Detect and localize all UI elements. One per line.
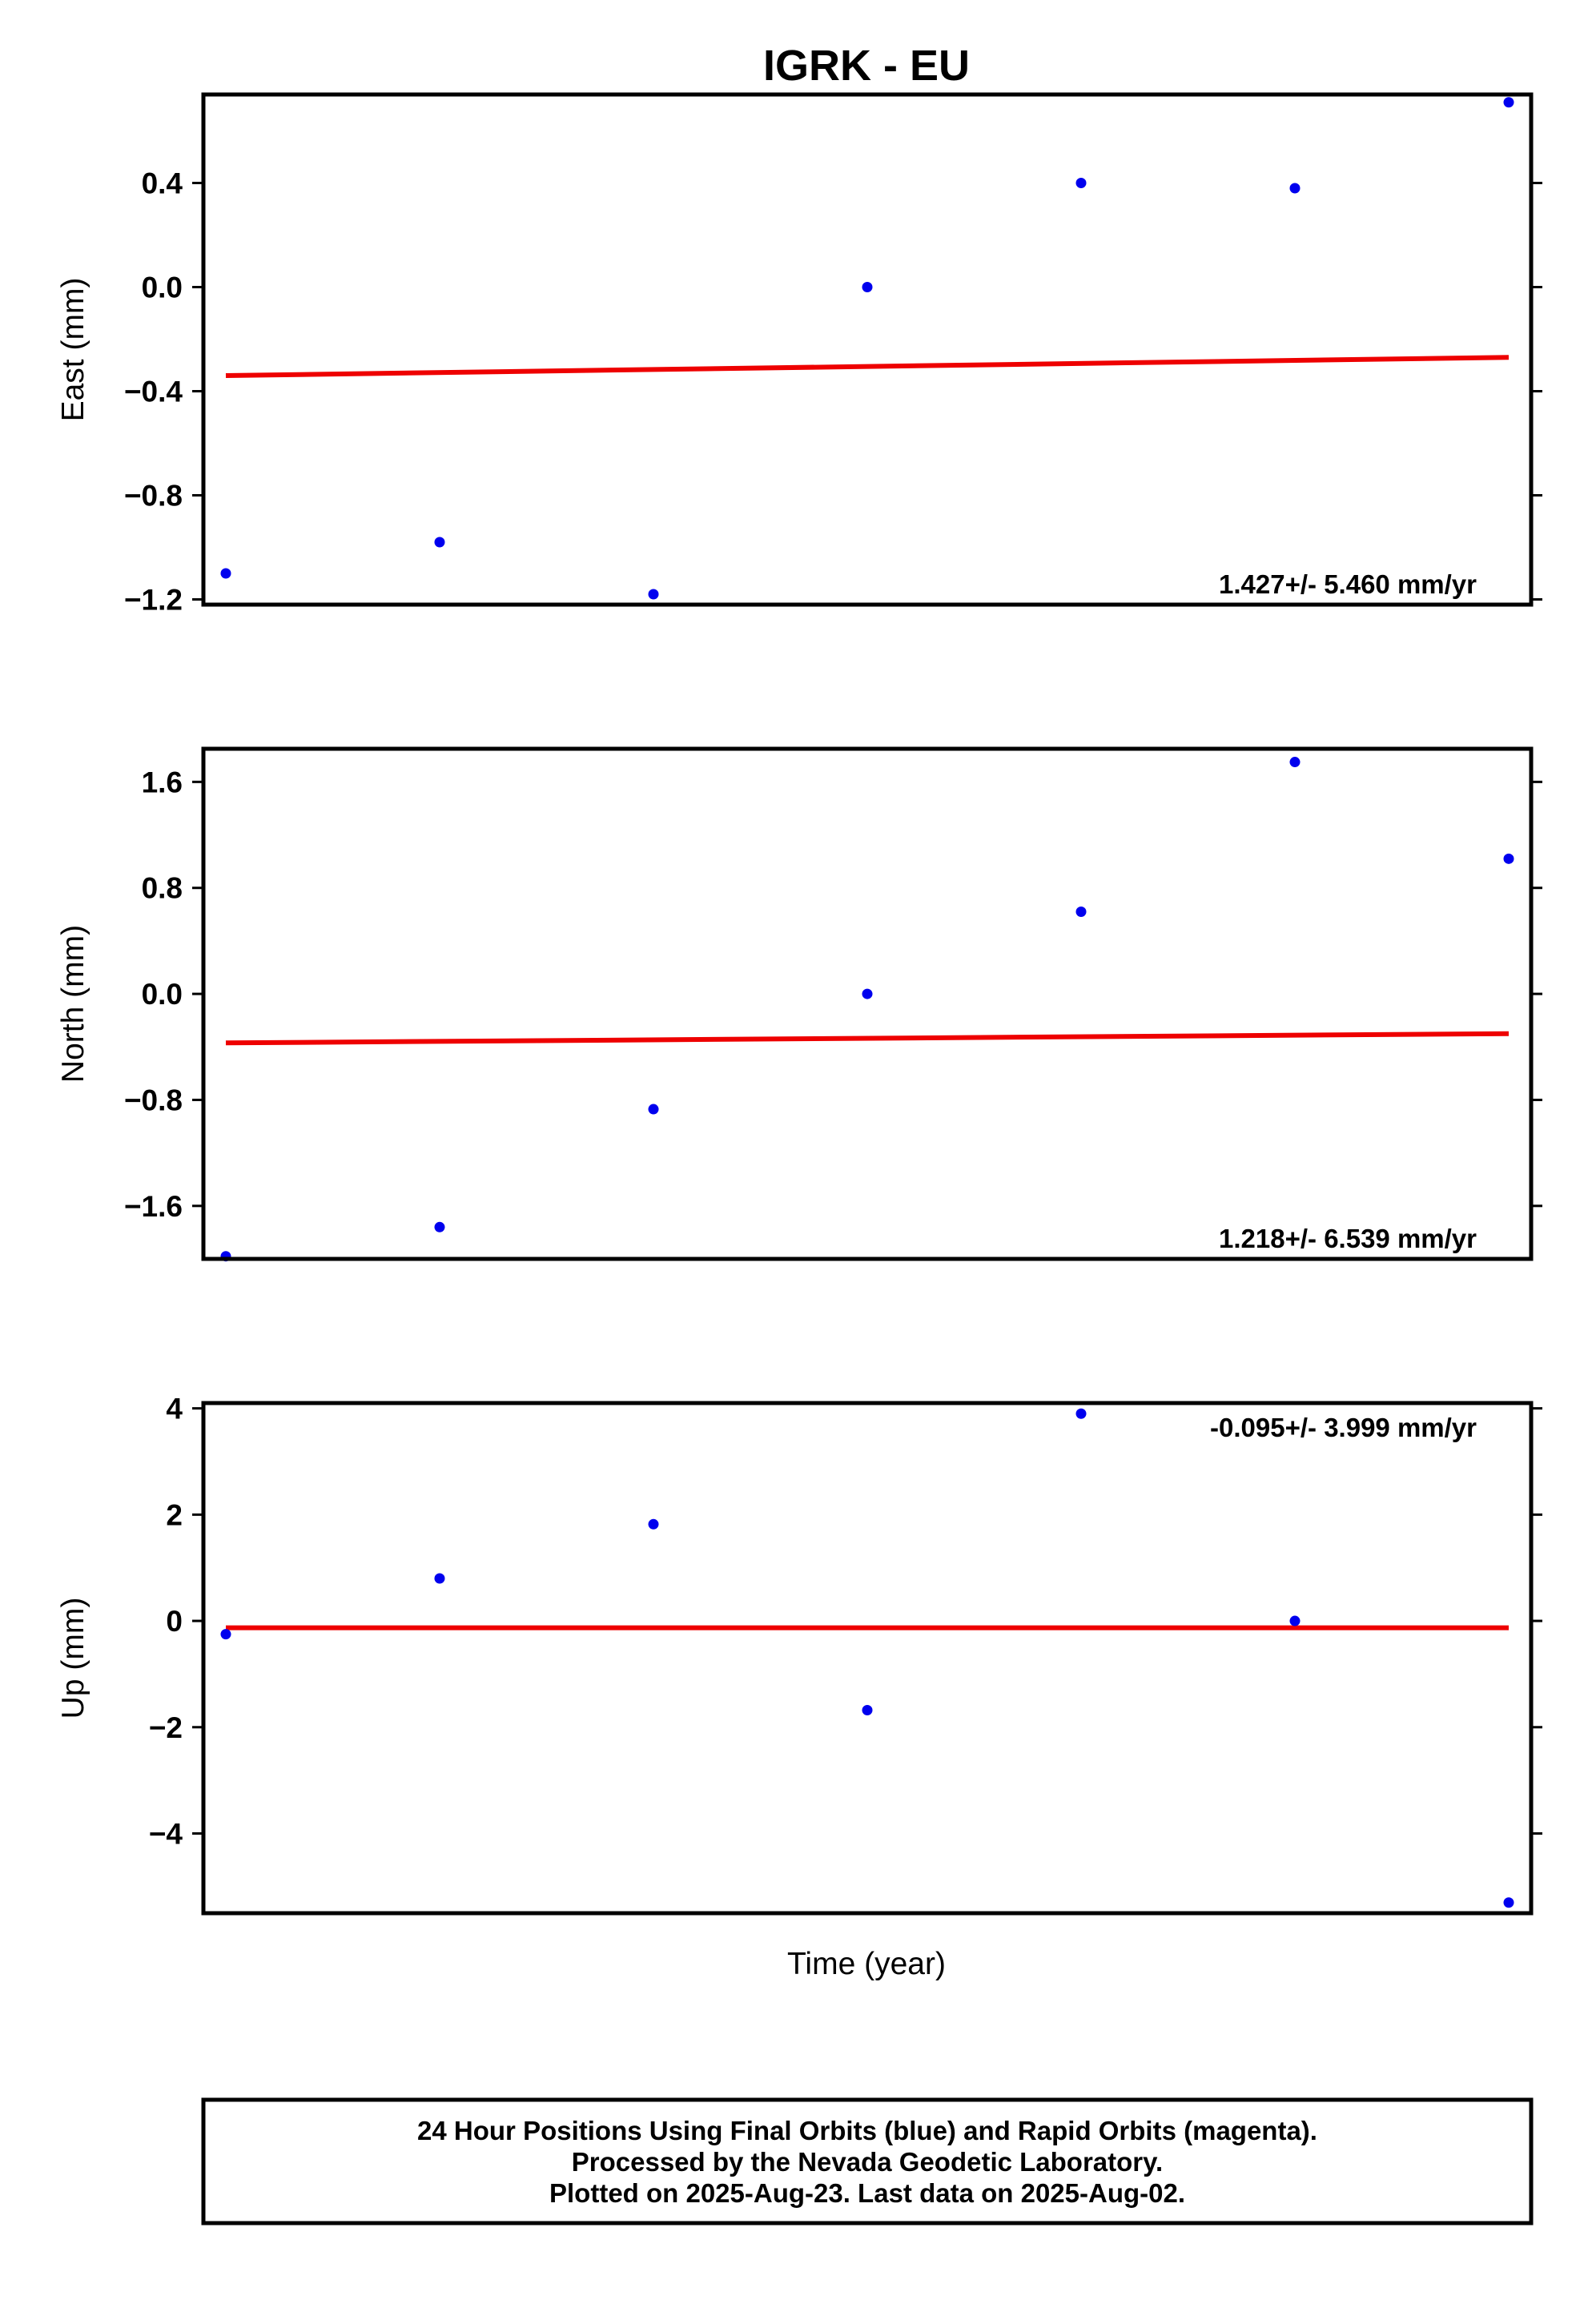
rate-label: 1.427+/- 5.460 mm/yr	[1219, 569, 1477, 599]
plot-frame	[201, 1401, 1534, 1916]
y-tick-label: −0.8	[124, 480, 183, 513]
y-tick-label: 1.6	[142, 766, 183, 798]
data-point	[434, 1573, 445, 1584]
data-point	[220, 1629, 231, 1640]
y-tick-label: 0.0	[142, 271, 183, 304]
panel-2: −1.6 −0.8 0.0 0.8 1.6 North (mm) 1.218+/- 6.53…	[56, 746, 1542, 1262]
y-axis-label: Up (mm)	[56, 1598, 90, 1719]
data-point	[220, 568, 231, 579]
data-point	[1503, 853, 1514, 864]
y-tick-label: −1.6	[124, 1190, 183, 1223]
panel-1: −1.2 −0.8 −0.4 0.0 0.4 East (mm) 1.427+/- 5.46…	[56, 92, 1542, 617]
data-point	[648, 589, 659, 600]
footer-line-1: 24 Hour Positions Using Final Orbits (bl…	[417, 2116, 1317, 2145]
data-point	[1503, 1897, 1514, 1908]
footer-line-2: Processed by the Nevada Geodetic Laborat…	[572, 2147, 1163, 2177]
data-point	[648, 1104, 659, 1115]
data-point	[1289, 1615, 1301, 1626]
y-axis-label: East (mm)	[56, 278, 90, 422]
trend-line	[225, 1031, 1510, 1046]
data-point	[1289, 183, 1301, 194]
y-tick-label: −0.4	[124, 376, 183, 408]
data-point	[434, 537, 445, 548]
plot-frame	[201, 92, 1534, 607]
plot-frame	[201, 746, 1534, 1261]
data-point	[1075, 1408, 1087, 1419]
x-axis-label: Time (year)	[787, 1947, 946, 1981]
y-axis-label: North (mm)	[56, 925, 90, 1083]
y-tick-label: 0.4	[142, 167, 183, 200]
panels: −1.2 −0.8 −0.4 0.0 0.4 East (mm) 1.427+/- 5.46…	[56, 92, 1542, 1916]
data-point	[434, 1221, 445, 1232]
data-point	[1289, 757, 1301, 768]
y-tick-label: 0.8	[142, 872, 183, 905]
trend-line	[225, 355, 1510, 378]
y-tick-label: −4	[149, 1817, 183, 1850]
data-point	[1075, 907, 1087, 918]
data-point	[862, 988, 873, 999]
plot-title: IGRK - EU	[763, 42, 970, 90]
data-point	[1075, 178, 1087, 188]
y-tick-label: 0.0	[142, 978, 183, 1011]
rate-label: -0.095+/- 3.999 mm/yr	[1210, 1413, 1477, 1442]
footer-box: 24 Hour Positions Using Final Orbits (bl…	[201, 2097, 1534, 2225]
y-tick-label: 0	[166, 1605, 183, 1638]
data-point	[862, 1705, 873, 1716]
y-tick-label: −2	[149, 1711, 183, 1744]
footer-line-3: Plotted on 2025-Aug-23. Last data on 202…	[549, 2178, 1185, 2208]
rate-label: 1.218+/- 6.539 mm/yr	[1219, 1224, 1477, 1253]
y-tick-label: 2	[166, 1498, 183, 1531]
data-point	[1503, 97, 1514, 108]
data-point	[648, 1518, 659, 1530]
y-tick-label: −1.2	[124, 584, 183, 617]
y-tick-label: 4	[166, 1393, 183, 1425]
y-tick-label: −0.8	[124, 1084, 183, 1116]
panel-3: −4 −2 0 2 4 Up (mm) -0.095+/- 3.999 mm/yr	[56, 1393, 1542, 1916]
data-point	[862, 282, 873, 292]
